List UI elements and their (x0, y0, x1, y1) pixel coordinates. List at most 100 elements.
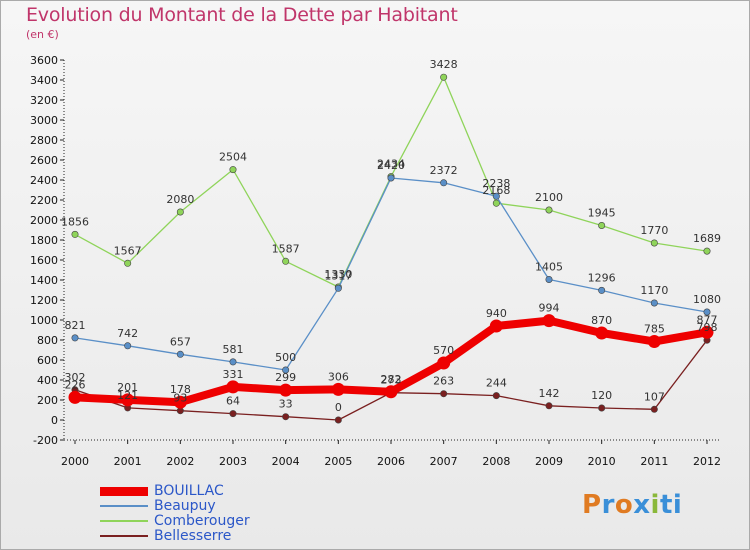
data-label-bouillac: 870 (591, 314, 612, 327)
data-label-comberouger: 2434 (377, 158, 405, 171)
data-label-bellesserre: 107 (644, 390, 665, 403)
legend: BOUILLAC Beaupuy Comberouger Bellesserre (100, 484, 250, 544)
data-label-beaupuy: 657 (170, 335, 191, 348)
data-label-bouillac: 994 (539, 302, 560, 315)
data-point-beaupuy (334, 284, 342, 292)
x-tick-label: 2001 (114, 455, 142, 468)
legend-label-bellesserre: Bellesserre (154, 528, 232, 544)
y-tick-label: -200 (33, 434, 58, 447)
data-label-bellesserre: 64 (226, 395, 240, 408)
data-label-beaupuy: 1170 (640, 284, 668, 297)
series-line-comberouger (74, 76, 708, 288)
data-point-beaupuy (703, 308, 711, 316)
data-point-bellesserre (334, 416, 342, 424)
data-point-bellesserre (650, 405, 658, 413)
data-point-beaupuy (282, 366, 290, 374)
y-tick-label: 2000 (30, 214, 58, 227)
data-label-comberouger: 2504 (219, 151, 247, 164)
data-point-comberouger (229, 166, 237, 174)
data-label-bouillac: 299 (275, 371, 296, 384)
y-tick-label: 600 (37, 354, 58, 367)
data-point-comberouger (492, 199, 500, 207)
data-point-beaupuy (598, 286, 606, 294)
legend-label-beaupuy: Beaupuy (154, 498, 216, 514)
data-point-bellesserre (598, 404, 606, 412)
data-label-beaupuy: 1405 (535, 261, 563, 274)
data-point-beaupuy (229, 358, 237, 366)
data-point-bouillac (331, 382, 345, 396)
x-tick-label: 2006 (377, 455, 405, 468)
data-label-comberouger: 1856 (61, 215, 89, 228)
data-label-bouillac: 570 (433, 344, 454, 357)
data-label-bellesserre: 798 (697, 321, 718, 334)
data-label-bellesserre: 121 (117, 389, 138, 402)
y-tick-label: 2200 (30, 194, 58, 207)
x-tick-label: 2009 (535, 455, 563, 468)
x-tick-label: 2007 (430, 455, 458, 468)
data-label-beaupuy: 2238 (482, 177, 510, 190)
data-point-comberouger (650, 239, 658, 247)
y-tick-label: 1400 (30, 274, 58, 287)
data-point-comberouger (124, 259, 132, 267)
y-tick-label: 800 (37, 334, 58, 347)
data-label-beaupuy: 500 (275, 351, 296, 364)
data-label-beaupuy: 581 (223, 343, 244, 356)
y-tick-label: 3200 (30, 94, 58, 107)
chart-title: Evolution du Montant de la Dette par Hab… (26, 4, 458, 26)
data-label-bouillac: 226 (65, 378, 86, 391)
data-label-comberouger: 2080 (166, 193, 194, 206)
proxiti-logo: Proxiti (582, 490, 683, 520)
data-point-bouillac (121, 393, 135, 407)
x-tick-label: 2002 (166, 455, 194, 468)
legend-swatch-comberouger (100, 520, 148, 522)
data-label-bouillac: 178 (170, 383, 191, 396)
data-label-comberouger: 1330 (324, 268, 352, 281)
data-label-bellesserre: 0 (335, 401, 342, 414)
data-label-comberouger: 3428 (430, 58, 458, 71)
data-point-beaupuy (124, 342, 132, 350)
legend-item-bellesserre: Bellesserre (100, 529, 250, 544)
data-point-bellesserre (282, 413, 290, 421)
y-tick-label: 2600 (30, 154, 58, 167)
data-label-bellesserre: 142 (539, 387, 560, 400)
data-label-bouillac: 940 (486, 307, 507, 320)
y-tick-label: 1000 (30, 314, 58, 327)
data-point-beaupuy (545, 275, 553, 283)
y-tick-label: 1800 (30, 234, 58, 247)
legend-swatch-bouillac (100, 486, 148, 496)
data-label-bellesserre: 263 (433, 375, 454, 388)
data-point-bouillac (226, 380, 240, 394)
data-point-bouillac (700, 325, 714, 339)
data-point-comberouger (703, 247, 711, 255)
y-tick-label: 400 (37, 374, 58, 387)
data-label-bouillac: 331 (223, 368, 244, 381)
x-tick-label: 2004 (272, 455, 300, 468)
data-point-comberouger (440, 73, 448, 81)
data-point-comberouger (598, 222, 606, 230)
data-label-bouillac: 201 (117, 381, 138, 394)
data-label-bellesserre: 244 (486, 377, 507, 390)
data-label-comberouger: 1945 (588, 207, 616, 220)
data-label-bouillac: 282 (381, 373, 402, 386)
data-label-beaupuy: 2420 (377, 159, 405, 172)
data-label-bouillac: 306 (328, 370, 349, 383)
data-point-bellesserre (492, 392, 500, 400)
x-tick-label: 2011 (640, 455, 668, 468)
data-point-bouillac (595, 326, 609, 340)
data-point-bellesserre (440, 390, 448, 398)
data-label-bouillac: 877 (697, 313, 718, 326)
data-point-bouillac (279, 383, 293, 397)
x-tick-label: 2008 (482, 455, 510, 468)
y-tick-label: 1200 (30, 294, 58, 307)
data-point-beaupuy (650, 299, 658, 307)
y-tick-label: 3000 (30, 114, 58, 127)
data-label-comberouger: 1587 (272, 242, 300, 255)
data-point-bouillac (173, 395, 187, 409)
y-tick-label: 200 (37, 394, 58, 407)
x-tick-label: 2012 (693, 455, 721, 468)
data-point-comberouger (545, 206, 553, 214)
legend-label-comberouger: Comberouger (154, 513, 250, 529)
data-label-comberouger: 1689 (693, 232, 721, 245)
y-tick-label: 2800 (30, 134, 58, 147)
